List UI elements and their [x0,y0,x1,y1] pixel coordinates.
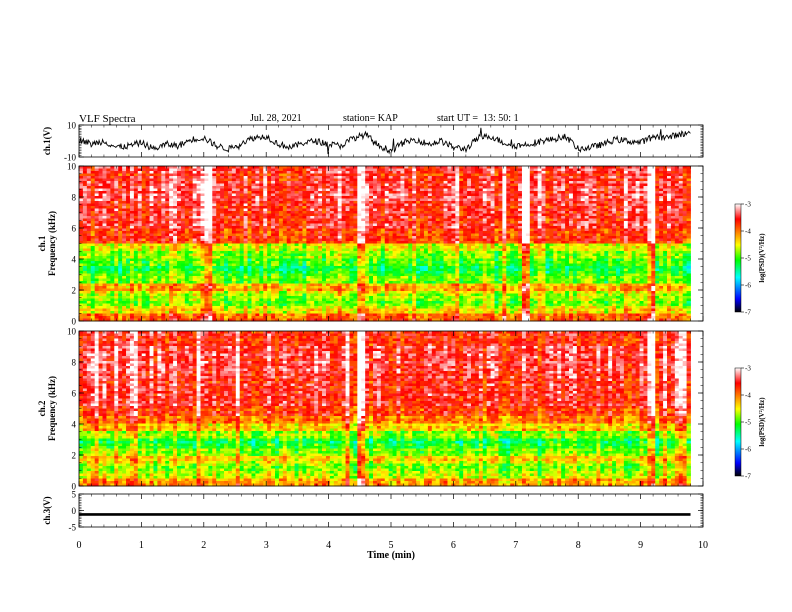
y-axis-label: Frequency (kHz) [47,376,57,441]
header-station: station= KAP [343,113,398,124]
y-tick-label: 10 [67,162,77,172]
y-tick-label: 10 [67,121,77,131]
spectrogram-cells-ch1 [79,166,691,322]
x-tick-label: 8 [576,540,581,551]
y-tick-label: 5 [72,490,77,500]
colorbar-tick-label: -4 [745,228,751,236]
y-axis-label: ch.1(V) [42,127,52,155]
colorbar-tick-label: -7 [745,309,751,317]
colorbar-ch1 [734,203,742,313]
colorbar-label: log(PSD)(V²/Hz) [758,233,766,283]
x-tick-label: 5 [389,540,394,551]
colorbar-tick-label: -5 [745,419,751,427]
header-date: Jul. 28, 2021 [250,113,302,124]
colorbar-tick-label: -5 [745,255,751,263]
y-tick-label: -5 [69,523,77,533]
y-tick-label: 8 [72,358,77,368]
y-tick-label: 4 [72,420,77,430]
y-tick-label: 6 [72,389,77,399]
x-tick-label: 4 [326,540,331,551]
colorbar-tick-label: -4 [745,392,751,400]
x-tick-label: 0 [77,540,82,551]
y-axis-label: ch.2 [37,400,47,416]
x-tick-label: 10 [698,540,708,551]
x-tick-label: 2 [201,540,206,551]
header-start-time: start UT = 13: 50: 1 [437,113,519,124]
colorbar-label: log(PSD)(V²/Hz) [758,397,766,447]
x-tick-label: 9 [638,540,643,551]
x-tick-label: 3 [264,540,269,551]
colorbar-ch2 [734,367,742,477]
ch3-waveform-line [79,513,691,516]
colorbar-tick-label: -7 [745,473,751,481]
y-tick-label: 0 [72,482,77,492]
colorbar-tick-label: -3 [745,365,751,373]
y-tick-label: 4 [72,255,77,265]
y-tick-label: 6 [72,224,77,234]
y-tick-label: 0 [72,317,77,327]
y-tick-label: 2 [72,286,77,296]
y-tick-label: -10 [64,153,76,163]
y-axis-label: ch.1 [37,235,47,251]
colorbar-tick-label: -6 [745,282,751,290]
x-tick-label: 1 [139,540,144,551]
y-tick-label: 2 [72,451,77,461]
y-tick-label: 0 [72,506,77,516]
x-tick-label: 6 [451,540,456,551]
y-tick-label: 8 [72,193,77,203]
x-axis-label: Time (min) [367,550,415,561]
spectrogram-cells-ch2 [79,331,691,487]
y-axis-label: Frequency (kHz) [47,211,57,276]
x-tick-label: 7 [513,540,518,551]
y-axis-label: ch.3(V) [42,496,52,524]
y-tick-label: 10 [67,327,77,337]
colorbar-tick-label: -6 [745,446,751,454]
figure-title: VLF Spectra [79,113,136,125]
ch1-waveform-line [78,127,691,155]
colorbar-tick-label: -3 [745,201,751,209]
